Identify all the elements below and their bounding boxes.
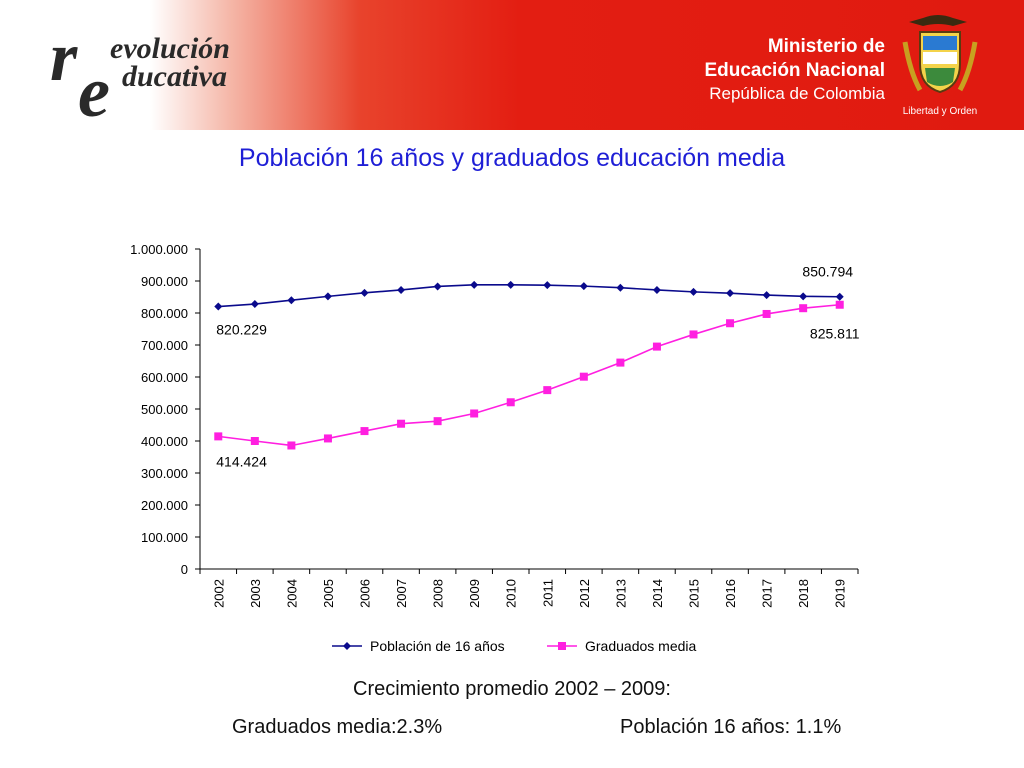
data-point-diamond xyxy=(433,282,442,291)
data-point-diamond xyxy=(250,300,259,309)
x-tick-label: 2005 xyxy=(321,579,336,608)
data-label: 820.229 xyxy=(216,322,267,338)
data-point-square xyxy=(762,309,771,318)
data-point-diamond xyxy=(397,285,406,294)
x-tick-label: 2011 xyxy=(540,579,555,607)
ministerio-logo: Ministerio de Educación Nacional Repúbli… xyxy=(705,15,978,117)
data-point-square xyxy=(214,432,223,441)
revolucion-educativa-logo: r e evolución ducativa xyxy=(50,19,230,118)
motto-text: Libertad y Orden xyxy=(903,106,978,117)
poblacion-growth: Población 16 años: 1.1% xyxy=(620,716,842,738)
x-tick-label: 2012 xyxy=(577,579,592,608)
x-tick-label: 2017 xyxy=(760,579,775,608)
y-tick-label: 600.000 xyxy=(141,370,188,385)
x-tick-label: 2006 xyxy=(358,579,373,608)
x-tick-label: 2019 xyxy=(833,579,848,608)
x-tick-label: 2009 xyxy=(467,579,482,608)
data-point-square xyxy=(287,441,296,450)
legend-label-2: Graduados media xyxy=(585,638,697,654)
data-point-diamond xyxy=(214,302,223,311)
data-point-diamond xyxy=(799,292,808,301)
coat-of-arms-icon xyxy=(902,15,978,94)
y-tick-label: 900.000 xyxy=(141,274,188,289)
x-tick-label: 2004 xyxy=(284,579,299,608)
y-tick-label: 0 xyxy=(181,562,188,577)
data-point-square xyxy=(506,398,515,407)
x-tick-label: 2014 xyxy=(650,579,665,608)
logo-line1: evolución xyxy=(110,32,230,65)
x-tick-label: 2008 xyxy=(431,579,446,608)
y-tick-label: 200.000 xyxy=(141,498,188,513)
series-line-2 xyxy=(218,303,840,447)
data-point-diamond xyxy=(579,282,588,291)
logo-r-mark: r xyxy=(50,19,78,96)
data-point-square xyxy=(616,358,625,367)
logo-e-mark: e xyxy=(78,52,110,118)
data-point-square xyxy=(726,319,735,328)
data-point-diamond xyxy=(726,289,735,298)
data-point-square xyxy=(799,304,808,313)
y-tick-label: 800.000 xyxy=(141,306,188,321)
growth-heading: Crecimiento promedio 2002 – 2009: xyxy=(353,678,671,700)
data-point-square xyxy=(250,437,259,445)
data-point-square xyxy=(835,300,844,309)
data-point-square xyxy=(543,386,552,395)
x-tick-label: 2007 xyxy=(394,579,409,608)
data-point-diamond xyxy=(543,281,552,290)
ministerio-line1: Ministerio de xyxy=(768,36,885,57)
legend-marker-diamond xyxy=(343,642,351,650)
legend-label-1: Población de 16 años xyxy=(370,638,505,654)
data-point-square xyxy=(579,372,588,381)
x-tick-label: 2013 xyxy=(613,579,628,608)
y-tick-label: 500.000 xyxy=(141,402,188,417)
y-tick-label: 700.000 xyxy=(141,338,188,353)
page-title: Población 16 años y graduados educación … xyxy=(238,144,786,172)
data-point-diamond xyxy=(506,280,515,289)
data-point-square xyxy=(433,417,442,426)
data-label: 825.811 xyxy=(810,326,860,342)
data-point-square xyxy=(397,419,406,428)
graduados-growth: Graduados media:2.3% xyxy=(232,716,443,738)
x-tick-label: 2003 xyxy=(248,579,263,608)
ministerio-line2: Educación Nacional xyxy=(705,60,885,81)
y-tick-label: 300.000 xyxy=(141,466,188,481)
data-point-diamond xyxy=(470,280,479,289)
data-point-diamond xyxy=(616,283,625,292)
data-point-diamond xyxy=(762,291,771,300)
data-point-diamond xyxy=(689,287,698,296)
x-tick-label: 2018 xyxy=(796,579,811,608)
data-label: 850.794 xyxy=(802,264,853,280)
y-tick-label: 100.000 xyxy=(141,530,188,545)
data-point-square xyxy=(689,330,698,339)
data-point-diamond xyxy=(287,296,296,305)
x-tick-label: 2015 xyxy=(687,579,702,608)
data-point-diamond xyxy=(652,285,661,294)
x-tick-label: 2010 xyxy=(504,579,519,608)
data-point-diamond xyxy=(835,292,844,301)
y-tick-label: 400.000 xyxy=(141,434,188,449)
header-band xyxy=(0,0,1024,130)
data-point-square xyxy=(652,342,661,351)
ministerio-line3: República de Colombia xyxy=(709,84,885,103)
data-point-square xyxy=(323,434,332,443)
data-point-square xyxy=(360,427,369,436)
data-point-diamond xyxy=(323,292,332,301)
logo-line2: ducativa xyxy=(122,60,227,93)
series-line-1 xyxy=(218,284,840,308)
legend-marker-square xyxy=(558,642,566,650)
data-point-diamond xyxy=(360,288,369,297)
data-point-square xyxy=(470,409,479,418)
data-label: 414.424 xyxy=(216,453,267,469)
x-tick-label: 2016 xyxy=(723,579,738,608)
x-tick-label: 2002 xyxy=(211,579,226,608)
y-tick-label: 1.000.000 xyxy=(130,242,188,257)
